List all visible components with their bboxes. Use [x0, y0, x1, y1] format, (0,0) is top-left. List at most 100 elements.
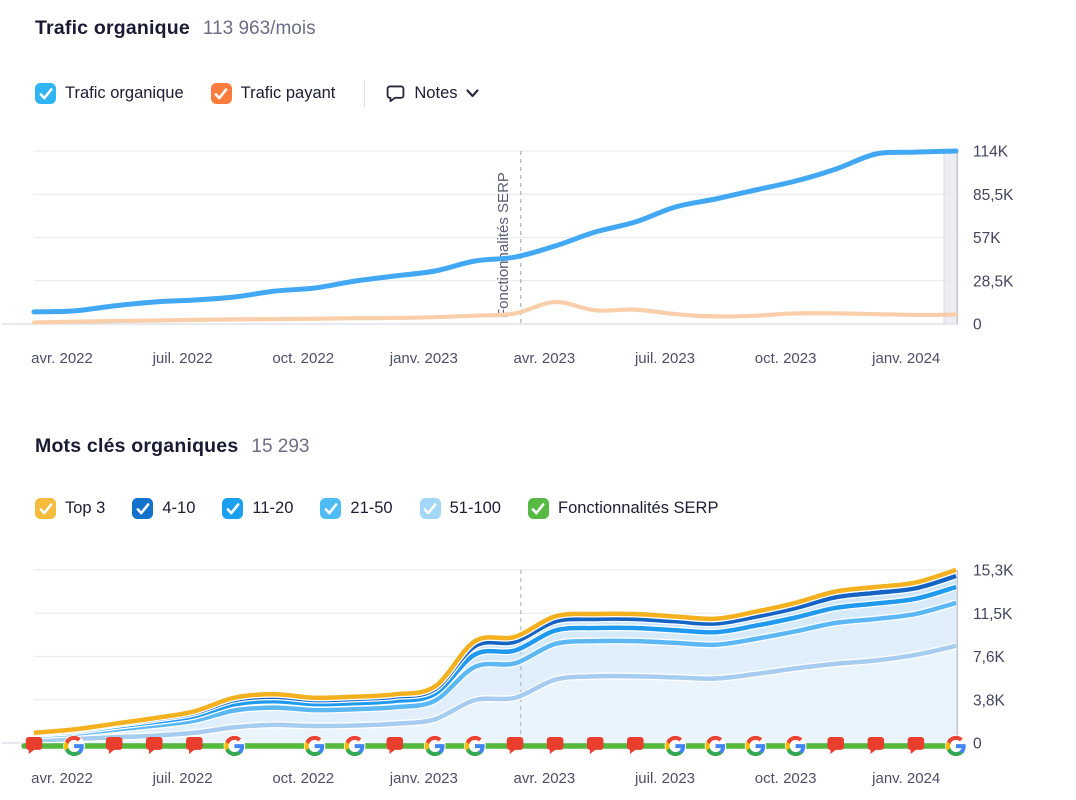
x-tick-label: janv. 2023 — [389, 350, 458, 367]
legend-label-top3: Top 3 — [65, 499, 106, 517]
note-flag-marker[interactable] — [867, 736, 885, 755]
google-update-marker[interactable] — [945, 735, 967, 757]
google-update-marker[interactable] — [343, 735, 366, 757]
legend-label-trafic-payant: Trafic payant — [240, 84, 336, 102]
organic-keywords-chart[interactable]: 15,3K 11,5K 7,6K 3,8K 0 avr. 2022 juil. 2022 oc… — [0, 552, 1076, 800]
x-tick-label: juil. 2023 — [634, 350, 695, 367]
x-tick-label: oct. 2022 — [272, 770, 334, 787]
notes-label: Notes — [414, 84, 458, 102]
keywords-legend: Top 3 4-10 11-20 21-50 51-100 Fonctionna… — [35, 498, 745, 519]
note-flag-marker[interactable] — [186, 736, 203, 755]
note-flag-marker[interactable] — [546, 736, 564, 755]
google-update-marker[interactable] — [744, 735, 767, 757]
checkbox-top3[interactable] — [35, 498, 56, 519]
checkbox-11-20[interactable] — [222, 498, 244, 519]
checkbox-trafic-payant[interactable] — [210, 83, 232, 104]
google-update-marker[interactable] — [223, 735, 246, 757]
organic-traffic-line — [31, 148, 959, 315]
organic-traffic-title: Trafic organique — [35, 17, 190, 39]
checkbox-trafic-organique[interactable] — [35, 83, 56, 104]
band-edge-Top 3 — [33, 567, 957, 736]
google-update-marker[interactable] — [303, 735, 326, 757]
checkbox-51-100[interactable] — [419, 498, 441, 519]
organic-keywords-header: Mots clés organiques 15 293 — [35, 435, 310, 458]
band-51-100 — [34, 645, 956, 743]
google-update-marker[interactable] — [664, 735, 687, 757]
google-update-marker[interactable] — [464, 735, 486, 757]
check-icon — [226, 502, 240, 514]
check-icon — [214, 87, 228, 99]
google-update-marker[interactable] — [424, 735, 446, 757]
y-tick-label: 7,6K — [973, 649, 1006, 666]
check-icon — [423, 502, 437, 514]
notes-dropdown-button[interactable]: Notes — [385, 83, 479, 104]
note-flag-marker[interactable] — [25, 736, 43, 755]
check-icon — [39, 502, 52, 514]
serp-features-annotation-label: Fonctionnalités SERP — [495, 172, 512, 318]
checkbox-21-50[interactable] — [320, 498, 342, 519]
x-tick-label: juil. 2023 — [634, 770, 695, 787]
checkbox-4-10[interactable] — [132, 498, 154, 519]
legend-item-21-50[interactable]: 21-50 — [320, 498, 393, 519]
x-tick-label: oct. 2022 — [272, 350, 334, 367]
x-tick-label: janv. 2024 — [871, 770, 940, 787]
y-tick-label: 15,3K — [973, 563, 1014, 580]
x-tick-label: oct. 2023 — [755, 350, 817, 367]
y-tick-label: 0 — [973, 317, 982, 334]
google-update-marker[interactable] — [784, 735, 807, 757]
x-tick-label: juil. 2022 — [152, 770, 213, 787]
check-icon — [532, 502, 545, 514]
note-flag-marker[interactable] — [586, 736, 604, 755]
legend-label-trafic-organique: Trafic organique — [65, 84, 184, 102]
google-update-marker[interactable] — [63, 735, 85, 757]
x-tick-label: janv. 2023 — [389, 770, 458, 787]
organic-traffic-chart[interactable]: Fonctionnalités SERP 114K 85,5K 57K 28,5K 0 av… — [0, 130, 1076, 380]
legend-item-top3[interactable]: Top 3 — [35, 498, 105, 519]
x-tick-label: janv. 2024 — [871, 350, 940, 367]
band-edge-51-100 — [33, 643, 957, 743]
note-flag-marker[interactable] — [145, 736, 163, 755]
legend-label-21-50: 21-50 — [350, 499, 393, 517]
x-tick-label: avr. 2023 — [514, 350, 576, 367]
note-bubble-icon — [387, 85, 405, 103]
note-flag-marker[interactable] — [627, 736, 644, 755]
y-tick-label: 114K — [973, 144, 1009, 161]
organic-keywords-title: Mots clés organiques — [35, 435, 239, 457]
chevron-down-icon — [465, 89, 479, 98]
legend-item-trafic-payant[interactable]: Trafic payant — [210, 83, 336, 104]
y-tick-label: 85,5K — [973, 187, 1014, 204]
check-icon — [39, 87, 52, 99]
legend-label-51-100: 51-100 — [449, 499, 501, 517]
check-icon — [136, 502, 150, 514]
legend-item-4-10[interactable]: 4-10 — [132, 498, 195, 519]
traffic-legend: Trafic organique Trafic payant Notes — [35, 80, 479, 107]
checkbox-serp-features[interactable] — [527, 498, 549, 519]
note-flag-marker[interactable] — [506, 736, 524, 755]
organic-keywords-value: 15 293 — [251, 436, 310, 457]
y-tick-label: 0 — [973, 736, 982, 753]
current-period-band — [944, 151, 958, 324]
note-flag-marker[interactable] — [907, 736, 925, 755]
band-edge-21-50 — [33, 600, 957, 739]
legend-item-51-100[interactable]: 51-100 — [419, 498, 501, 519]
legend-item-serp-features[interactable]: Fonctionnalités SERP — [527, 498, 718, 519]
paid-traffic-line — [31, 299, 959, 325]
legend-item-trafic-organique[interactable]: Trafic organique — [35, 83, 184, 104]
google-update-marker[interactable] — [704, 735, 727, 757]
note-flag-marker[interactable] — [105, 736, 123, 755]
note-flag-marker[interactable] — [827, 736, 845, 755]
legend-item-11-20[interactable]: 11-20 — [222, 498, 293, 519]
legend-divider — [364, 80, 366, 107]
y-tick-label: 3,8K — [973, 692, 1006, 709]
legend-label-4-10: 4-10 — [162, 499, 196, 517]
legend-label-11-20: 11-20 — [252, 499, 294, 517]
x-tick-label: oct. 2023 — [755, 770, 817, 787]
y-tick-label: 11,5K — [973, 606, 1013, 623]
x-tick-label: avr. 2022 — [31, 770, 93, 787]
note-flag-marker[interactable] — [386, 736, 404, 755]
x-tick-label: avr. 2022 — [31, 350, 93, 367]
organic-traffic-value: 113 963/mois — [202, 18, 316, 39]
x-tick-label: juil. 2022 — [152, 350, 213, 367]
organic-traffic-header: Trafic organique 113 963/mois — [35, 17, 316, 40]
y-tick-label: 57K — [973, 230, 1001, 247]
